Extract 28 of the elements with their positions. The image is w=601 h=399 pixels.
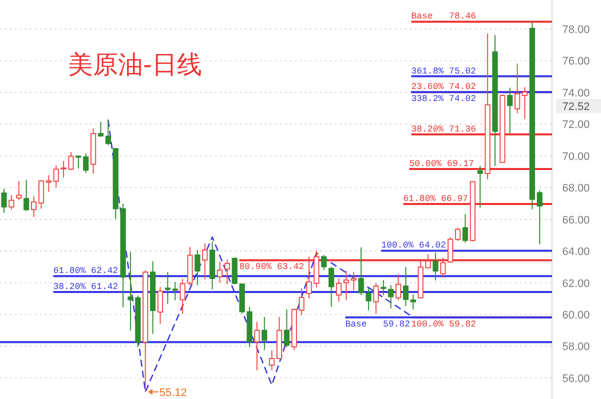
ref-line-label: Base 78.46	[411, 12, 476, 22]
ref-line-label: 38.20% 61.42	[53, 282, 118, 292]
y-tick-label: 74.00	[562, 87, 590, 100]
ref-line-label: 23.60% 74.02	[411, 82, 476, 92]
ref-line-label: 100.0% 59.82	[411, 319, 476, 330]
ref-line-label: 61.80% 66.97	[403, 194, 468, 204]
y-tick-label: 58.00	[562, 341, 590, 354]
ref-line-label: 50.00% 69.17	[409, 159, 474, 170]
ref-line-label: 100.0% 64.02	[381, 240, 446, 251]
ref-line-label: 80.90% 63.42	[239, 262, 304, 272]
y-tick-label: 66.00	[562, 214, 590, 226]
y-tick-label: 68.00	[562, 182, 590, 195]
y-tick-label: 60.00	[562, 309, 590, 322]
y-tick-label: 76.00	[562, 56, 590, 68]
ref-line-label: Base 59.82	[345, 319, 410, 330]
text: 美原油-日线	[68, 50, 202, 79]
annotation: 55.12	[159, 386, 187, 399]
ref-line-label: 361.8% 75.02	[411, 66, 476, 76]
y-tick-label: 64.00	[562, 246, 590, 258]
y-tick-label: 78.00	[562, 24, 590, 36]
ref-line-label: 61.80% 62.42	[53, 266, 118, 276]
y-tick-label: 62.00	[562, 278, 590, 290]
y-tick-label: 56.00	[562, 372, 590, 385]
ref-line-label: 38.20% 71.36	[411, 124, 476, 134]
y-tick-label: 72.00	[562, 119, 590, 132]
text: 72.52	[562, 101, 590, 113]
ref-line-label: 338.2% 74.02	[411, 94, 476, 104]
y-tick-label: 70.00	[562, 150, 590, 163]
